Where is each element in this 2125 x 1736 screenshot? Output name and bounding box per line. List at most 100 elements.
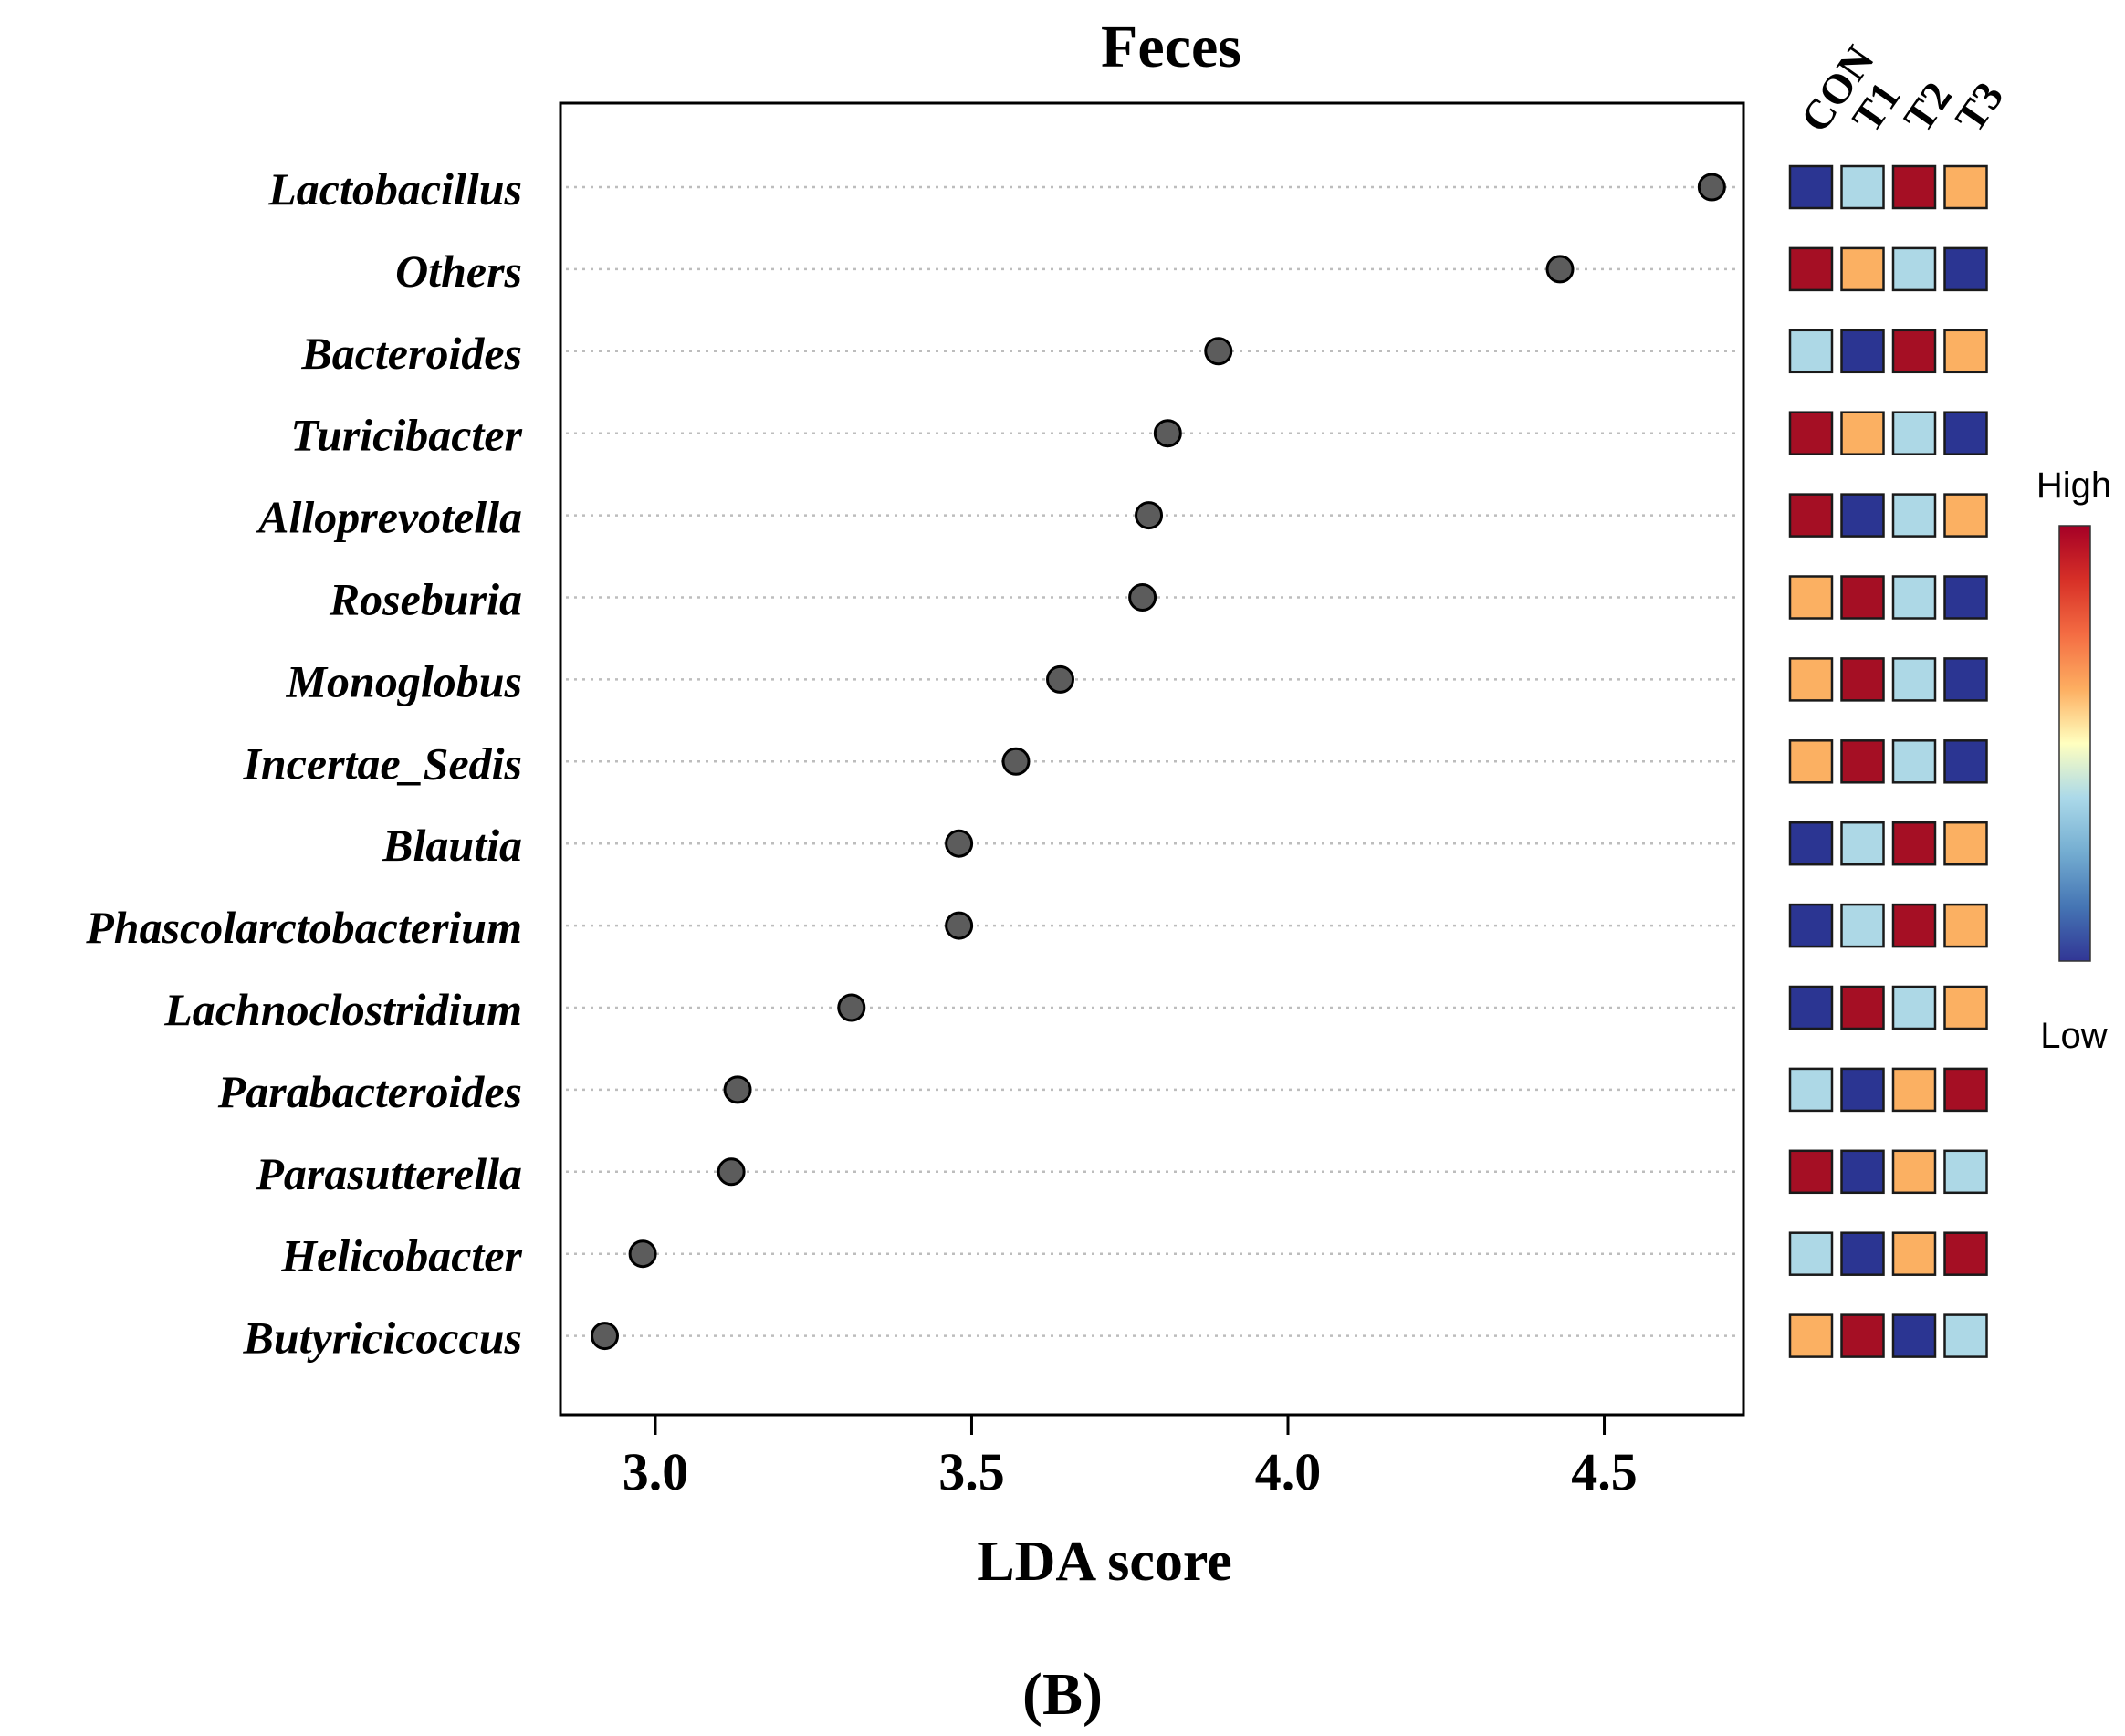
heatmap-cell [1840,411,1885,455]
taxon-label: Bacteroides [300,328,522,379]
heatmap-cell [1840,246,1885,292]
heatmap-cell [1943,1149,1988,1195]
data-point [628,1239,657,1269]
heatmap-cell [1943,164,1988,210]
taxon-label: Parabacteroides [217,1066,522,1117]
heatmap-cell [1891,1067,1937,1113]
data-point [723,1075,752,1104]
heatmap-cell [1943,739,1988,784]
heatmap-cell [1788,821,1834,866]
heatmap-cell [1788,1313,1834,1358]
heatmap-cell [1891,657,1937,702]
heatmap-cell [1891,985,1937,1030]
taxon-label: Turicibacter [290,410,522,461]
taxon-label: Lactobacillus [267,163,522,214]
heatmap-cell [1891,739,1937,784]
heatmap-cell [1891,903,1937,948]
data-point [1001,747,1031,776]
data-point [945,829,974,858]
data-point [1697,173,1726,202]
legend-low-label: Low [2040,1016,2107,1056]
taxon-label: Phascolarctobacterium [85,902,522,953]
plot-frame [559,101,1745,1417]
taxon-label: Lachnoclostridium [163,984,522,1035]
legend-high-label: High [2036,465,2111,506]
data-points [591,173,1726,1351]
heatmap-cell [1788,1231,1834,1276]
heatmap-cell [1891,1231,1937,1276]
heatmap-cell [1943,985,1988,1030]
heatmap-cell [1840,329,1885,374]
heatmap-cell [1840,1149,1885,1195]
heatmap-cell [1943,575,1988,620]
heatmap-cell [1788,164,1834,210]
taxon-label: Parasutterella [255,1148,522,1199]
taxon-label: Helicobacter [280,1230,522,1281]
heatmap-cell [1840,903,1885,948]
heatmap-cell [1788,329,1834,374]
heatmap-cell [1943,493,1988,538]
taxon-label: Incertae_Sedis [242,737,522,789]
legend-gradient-bar [2058,525,2091,962]
heatmap-cell [1891,1313,1937,1358]
heatmap-cell [1840,1231,1885,1276]
heatmap-cell [1788,985,1834,1030]
heatmap-cell [1788,1067,1834,1113]
taxon-label: Others [395,246,522,297]
heatmap-cell [1891,329,1937,374]
taxon-label: Monoglobus [286,655,522,706]
data-point [591,1322,620,1351]
data-point [1204,337,1233,366]
data-point [1046,664,1075,694]
x-tick-label: 4.0 [1255,1442,1322,1501]
heatmap-cell [1891,411,1937,455]
data-point [837,993,866,1022]
x-tick-label: 3.5 [938,1442,1005,1501]
heatmap-cell [1891,821,1937,866]
data-point [945,911,974,940]
heatmap-cell [1943,246,1988,292]
heatmap-cell [1840,657,1885,702]
heatmap-cell [1891,493,1937,538]
heatmap-cell [1788,657,1834,702]
heatmap-cell [1840,575,1885,620]
heatmap-cell [1840,1067,1885,1113]
heatmap-cell [1788,575,1834,620]
x-tick-label: 4.5 [1571,1442,1638,1501]
heatmap-cell [1943,821,1988,866]
data-point [1135,501,1164,530]
color-legend: High Low [2036,465,2111,1056]
chart-title: Feces [1101,14,1241,80]
heatmap-cell [1788,903,1834,948]
heatmap-cell [1840,493,1885,538]
x-axis: 3.0 3.5 4.0 4.5 [623,1415,1638,1501]
panel-label: (B) [1022,1661,1103,1728]
heatmap-cell [1788,493,1834,538]
heatmap-cell [1943,1313,1988,1358]
taxon-label: Alloprevotella [256,492,522,543]
heatmap-cell [1788,411,1834,455]
heatmap-cell [1891,1149,1937,1195]
heatmap-cell [1891,246,1937,292]
heatmap-cell [1943,1067,1988,1113]
heatmap-cells [1788,164,1988,1358]
heatmap-cell [1840,1313,1885,1358]
heatmap-cell [1943,329,1988,374]
heatmap-cell [1943,411,1988,455]
heatmap-cell [1840,985,1885,1030]
data-point [1153,419,1182,448]
taxon-label: Blautia [382,820,522,871]
data-point [717,1157,746,1187]
heatmap-cell [1943,1231,1988,1276]
heatmap-cell [1891,164,1937,210]
heatmap-cell [1788,739,1834,784]
heatmap-cell [1840,164,1885,210]
taxon-label: Butyricicoccus [242,1312,522,1364]
x-axis-label: LDA score [977,1531,1232,1593]
heatmap-cell [1788,246,1834,292]
taxon-labels: Lactobacillus Others Bacteroides Turicibact… [85,163,522,1364]
heatmap-cell [1788,1149,1834,1195]
taxon-label: Roseburia [329,574,522,625]
